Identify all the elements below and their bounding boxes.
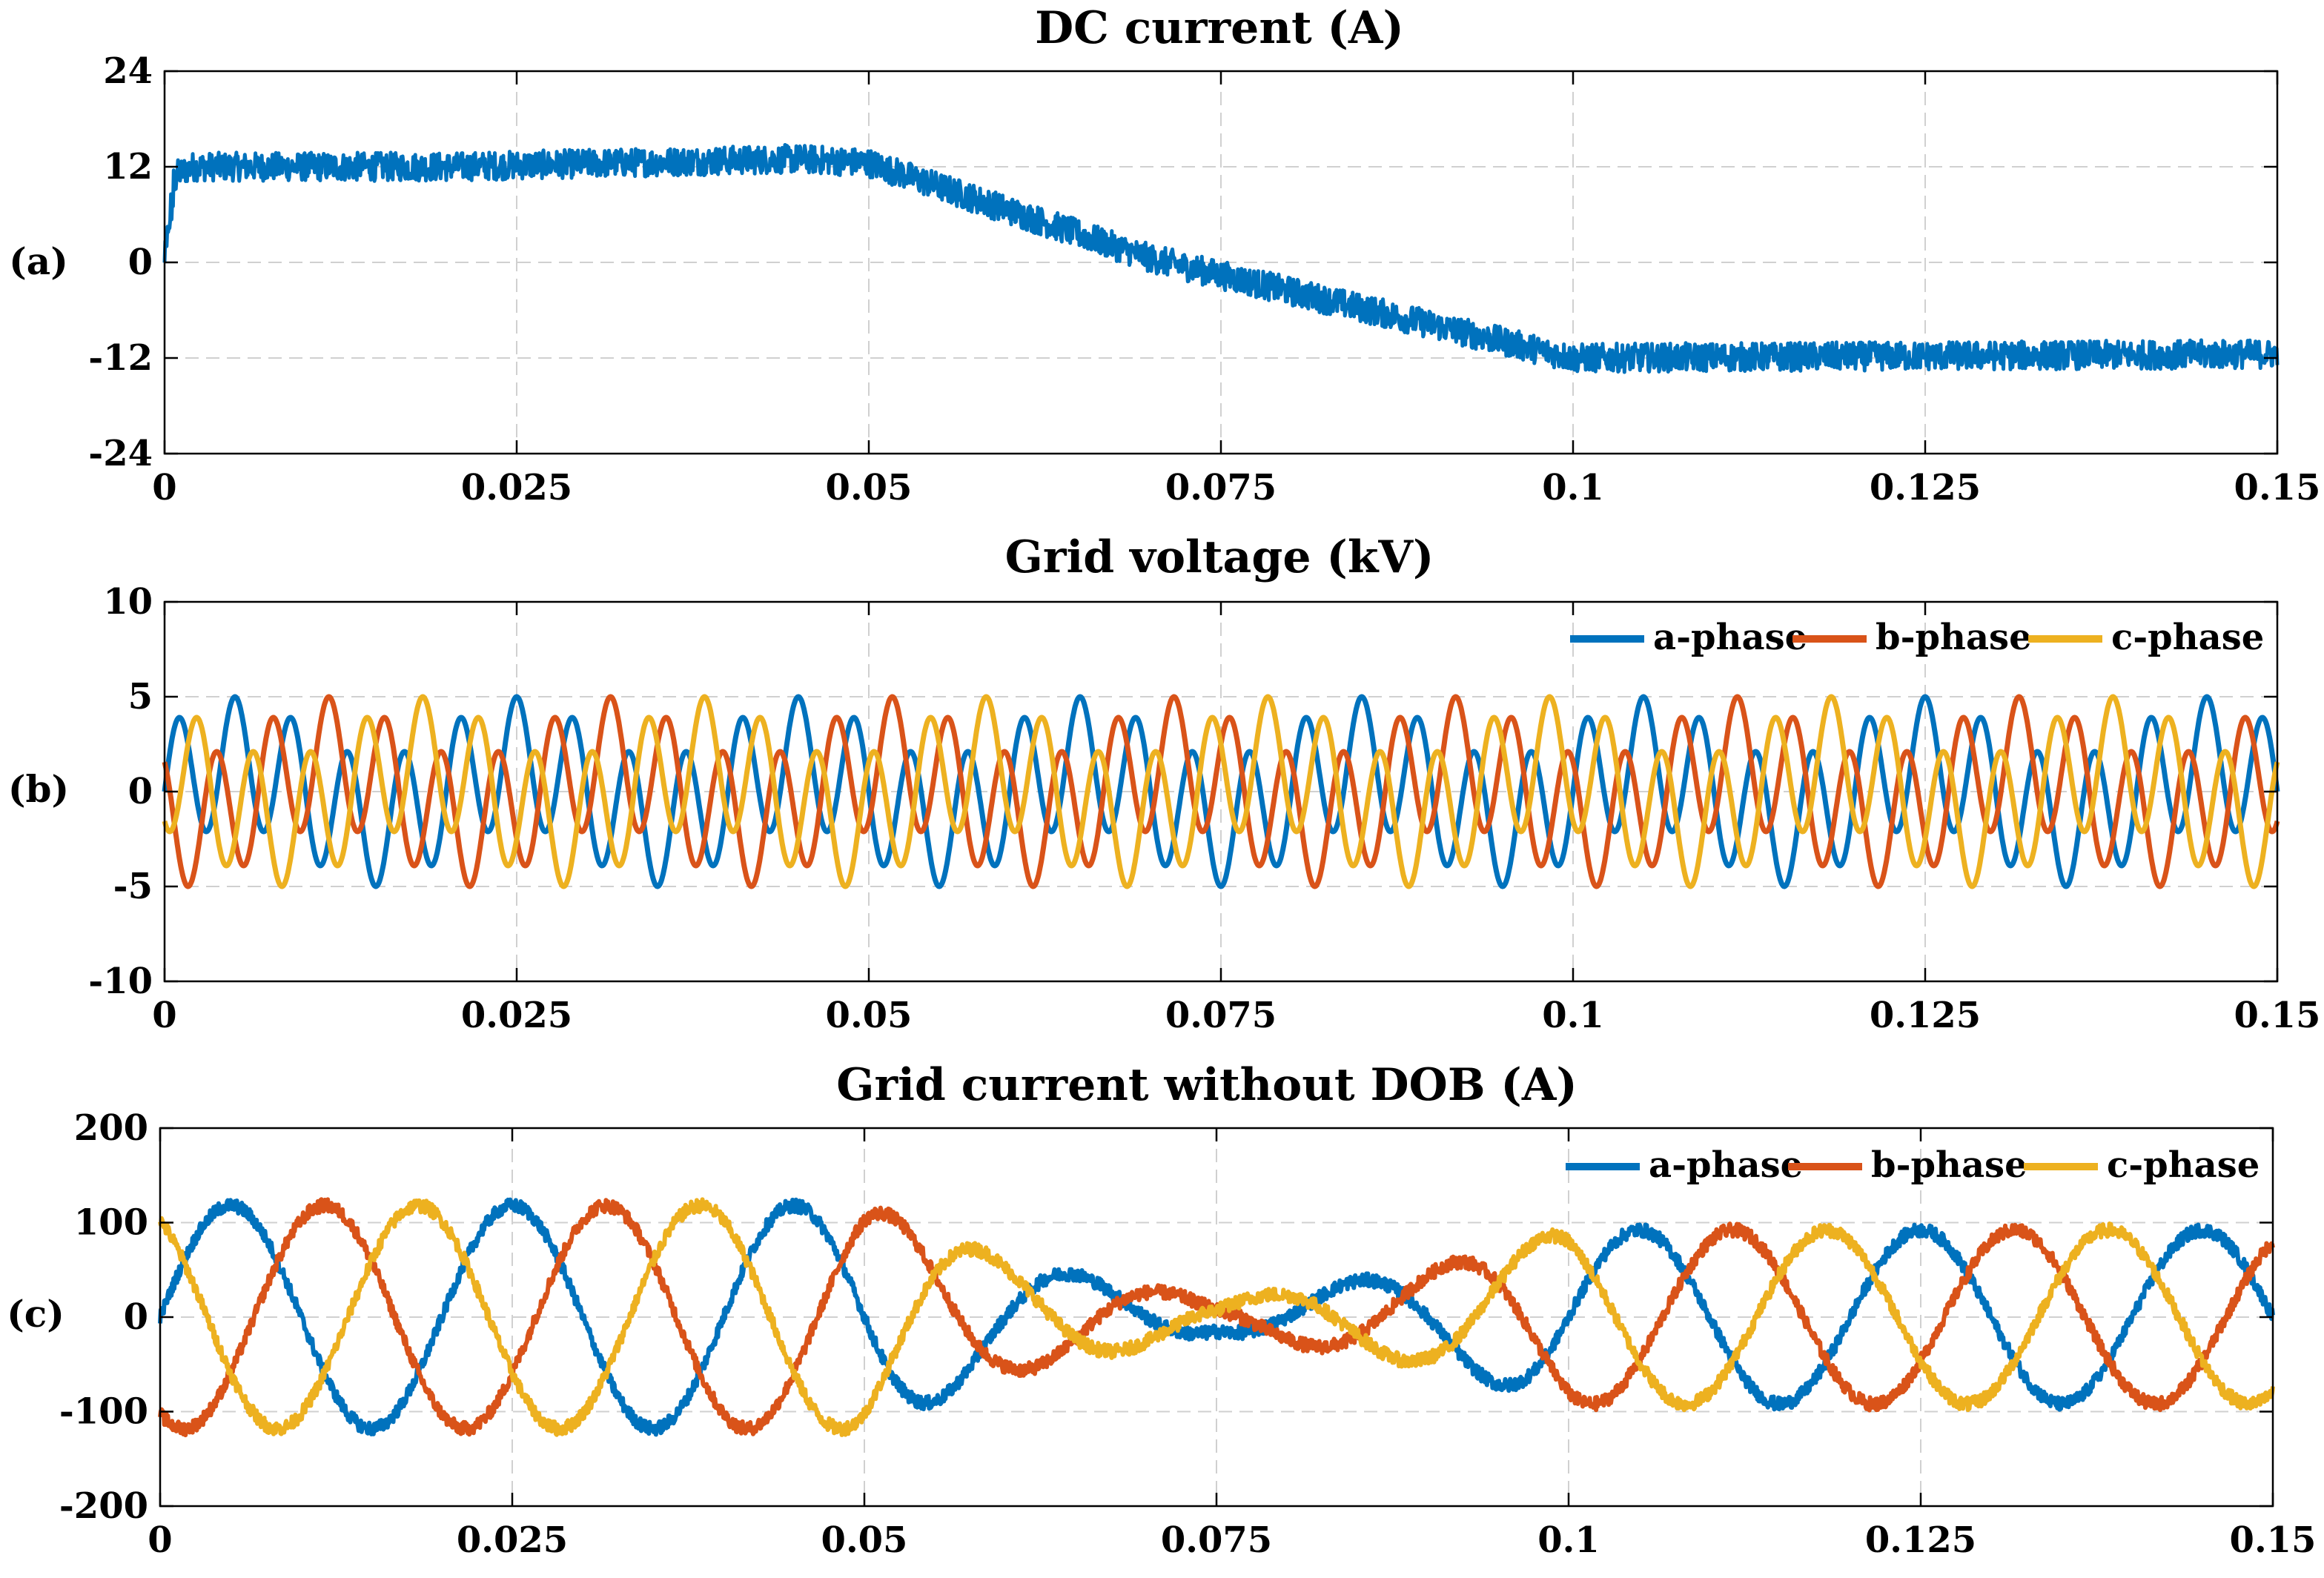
panel-b-ticks: 0 0.025 0.05 0.075 0.1 0.125 0.15 10 5 0 -5 -10	[88, 581, 2320, 1036]
series-c-phase	[158, 1197, 2275, 1437]
x-tick-label: 0.025	[461, 995, 572, 1036]
panel-b-legend: a-phase b-phase c-phase	[1570, 617, 2264, 658]
panel-c-title: Grid current without DOB (A)	[836, 1059, 1578, 1111]
legend-label: c-phase	[2111, 617, 2264, 658]
panel-c-legend: a-phase b-phase c-phase	[1566, 1144, 2260, 1186]
x-tick-label: 0.15	[2234, 995, 2321, 1036]
legend-label: b-phase	[1876, 617, 2032, 658]
y-tick-label: -100	[59, 1391, 148, 1433]
y-tick-label: 10	[103, 581, 153, 623]
panel-c-traces	[158, 1197, 2275, 1438]
y-tick-label: -5	[113, 866, 153, 907]
series-dc-current	[162, 143, 2280, 374]
x-tick-label: 0.125	[1870, 467, 1981, 508]
y-tick-label: -12	[88, 337, 153, 379]
legend-entry-c-phase: c-phase	[2028, 617, 2264, 658]
y-tick-label: 5	[128, 676, 153, 717]
y-tick-label: 0	[128, 242, 153, 283]
x-tick-label: 0	[152, 467, 176, 508]
y-tick-label: 200	[74, 1107, 148, 1149]
panel-b-grid	[165, 602, 2277, 981]
y-tick-label: -24	[88, 433, 153, 474]
panel-a-title: DC current (A)	[1035, 2, 1404, 54]
y-tick-label: -200	[59, 1485, 148, 1527]
series-a-phase	[162, 694, 2280, 889]
x-tick-label: 0.1	[1542, 467, 1604, 508]
series-a-phase	[158, 1197, 2275, 1437]
legend-entry-a-phase: a-phase	[1570, 617, 1807, 658]
panel-dc-current: DC current (A) (a) 0 0.025 0.05 0.075 0.1 0.1…	[9, 2, 2320, 508]
x-tick-label: 0.125	[1870, 995, 1981, 1036]
x-tick-label: 0	[148, 1519, 172, 1561]
panel-b-traces	[162, 694, 2280, 889]
panel-grid-current: Grid current without DOB (A) (c) 0 0.025 0…	[7, 1059, 2316, 1561]
legend-label: b-phase	[1871, 1144, 2027, 1186]
y-tick-label: -10	[88, 961, 153, 1002]
series-c-phase	[162, 694, 2280, 889]
legend-label: a-phase	[1649, 1144, 1803, 1186]
x-tick-label: 0.075	[1165, 467, 1277, 508]
legend-label: c-phase	[2107, 1144, 2260, 1186]
panel-grid-voltage: Grid voltage (kV) (b) 0 0.025 0.05 0.075 0.1…	[8, 531, 2321, 1036]
y-tick-label: 0	[128, 771, 153, 812]
panel-a-traces	[162, 143, 2280, 374]
x-tick-label: 0.025	[457, 1519, 568, 1561]
legend-entry-b-phase: b-phase	[1788, 1144, 2027, 1186]
x-tick-label: 0.125	[1865, 1519, 1976, 1561]
panel-b-label: (b)	[8, 767, 69, 811]
x-tick-label: 0.075	[1165, 995, 1277, 1036]
panel-c-label: (c)	[7, 1292, 64, 1336]
x-tick-label: 0.05	[821, 1519, 908, 1561]
legend-label: a-phase	[1653, 617, 1807, 658]
legend-entry-c-phase: c-phase	[2024, 1144, 2260, 1186]
x-tick-label: 0.025	[461, 467, 572, 508]
panel-a-ticks: 0 0.025 0.05 0.075 0.1 0.125 0.15 24 12 0 -12 -24	[88, 50, 2320, 508]
legend-entry-a-phase: a-phase	[1566, 1144, 1803, 1186]
y-tick-label: 100	[74, 1202, 148, 1244]
panel-a-label: (a)	[9, 239, 68, 283]
x-tick-label: 0.15	[2230, 1519, 2317, 1561]
panel-a-grid	[165, 71, 2277, 454]
y-tick-label: 12	[103, 146, 153, 188]
x-tick-label: 0.1	[1542, 995, 1604, 1036]
x-tick-label: 0	[152, 995, 176, 1036]
legend-entry-b-phase: b-phase	[1792, 617, 2032, 658]
x-tick-label: 0.15	[2234, 467, 2321, 508]
panel-c-ticks: 0 0.025 0.05 0.075 0.1 0.125 0.15 200 100 0 -100 -2…	[59, 1107, 2317, 1561]
x-tick-label: 0.05	[826, 467, 913, 508]
x-tick-label: 0.1	[1537, 1519, 1600, 1561]
y-tick-label: 0	[124, 1296, 148, 1338]
x-tick-label: 0.05	[826, 995, 913, 1036]
y-tick-label: 24	[103, 50, 153, 92]
panel-b-title: Grid voltage (kV)	[1005, 531, 1434, 583]
x-tick-label: 0.075	[1161, 1519, 1272, 1561]
